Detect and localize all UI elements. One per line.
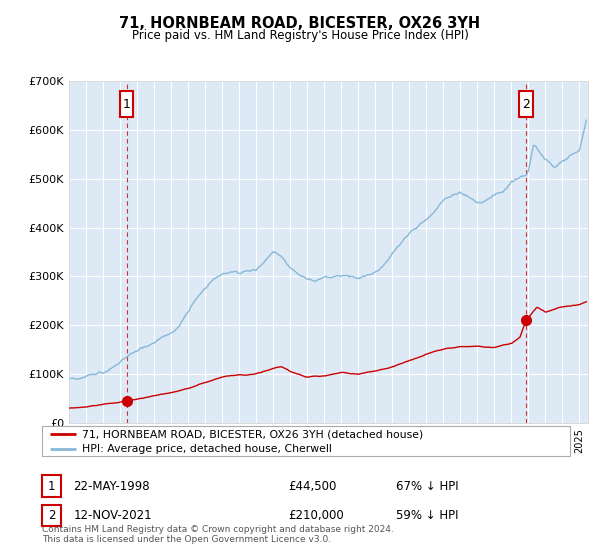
Text: 59% ↓ HPI: 59% ↓ HPI: [396, 508, 458, 522]
Text: 22-MAY-1998: 22-MAY-1998: [73, 479, 150, 493]
Text: £44,500: £44,500: [288, 479, 337, 493]
Text: 12-NOV-2021: 12-NOV-2021: [73, 508, 152, 522]
Text: 1: 1: [122, 98, 130, 111]
Text: 2: 2: [48, 508, 55, 522]
Text: 67% ↓ HPI: 67% ↓ HPI: [396, 479, 458, 493]
Text: 1: 1: [48, 479, 55, 493]
Text: £210,000: £210,000: [288, 508, 344, 522]
Text: 71, HORNBEAM ROAD, BICESTER, OX26 3YH (detached house): 71, HORNBEAM ROAD, BICESTER, OX26 3YH (d…: [82, 429, 423, 439]
FancyBboxPatch shape: [42, 426, 570, 456]
Text: HPI: Average price, detached house, Cherwell: HPI: Average price, detached house, Cher…: [82, 444, 331, 454]
Bar: [520, 91, 533, 117]
Text: 2: 2: [522, 98, 530, 111]
Bar: [120, 91, 133, 117]
Text: Price paid vs. HM Land Registry's House Price Index (HPI): Price paid vs. HM Land Registry's House …: [131, 29, 469, 42]
Text: Contains HM Land Registry data © Crown copyright and database right 2024.
This d: Contains HM Land Registry data © Crown c…: [42, 525, 394, 544]
Text: 71, HORNBEAM ROAD, BICESTER, OX26 3YH: 71, HORNBEAM ROAD, BICESTER, OX26 3YH: [119, 16, 481, 31]
